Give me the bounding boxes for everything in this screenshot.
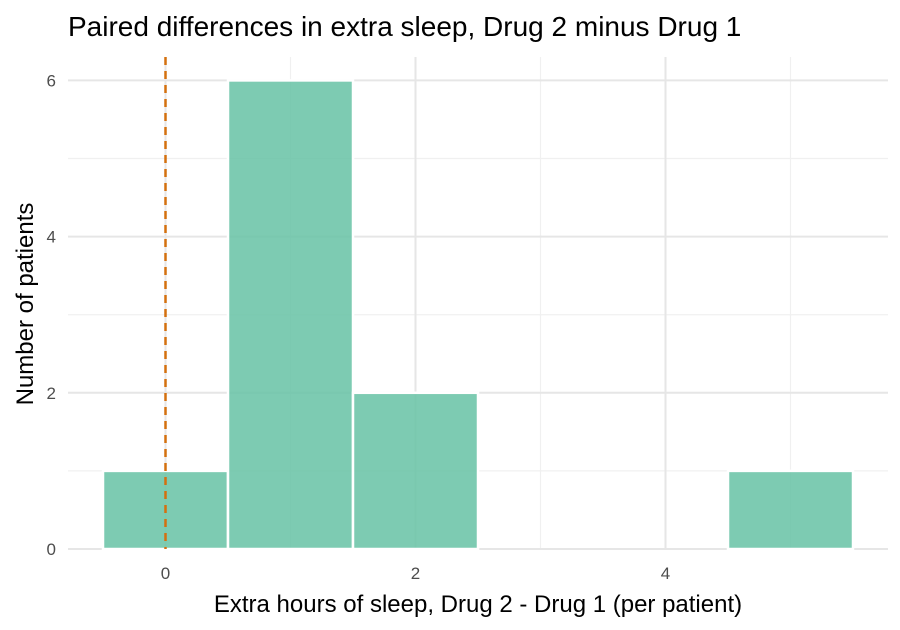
x-tick-label: 4 <box>661 564 670 583</box>
histogram-bars <box>101 79 855 551</box>
x-tick-label: 2 <box>411 564 420 583</box>
tick-labels: 0 2 4 0 2 4 6 <box>47 71 671 583</box>
histogram-bar <box>226 79 355 551</box>
histogram-bar <box>351 391 480 551</box>
y-tick-label: 0 <box>47 540 56 559</box>
y-tick-label: 2 <box>47 384 56 403</box>
histogram-bar <box>726 469 855 551</box>
x-tick-label: 0 <box>161 564 170 583</box>
y-axis-title: Number of patients <box>12 203 39 406</box>
y-tick-label: 4 <box>47 228 56 247</box>
y-tick-label: 6 <box>47 71 56 90</box>
chart-title: Paired differences in extra sleep, Drug … <box>68 11 741 42</box>
x-axis-title: Extra hours of sleep, Drug 2 - Drug 1 (p… <box>214 591 742 618</box>
